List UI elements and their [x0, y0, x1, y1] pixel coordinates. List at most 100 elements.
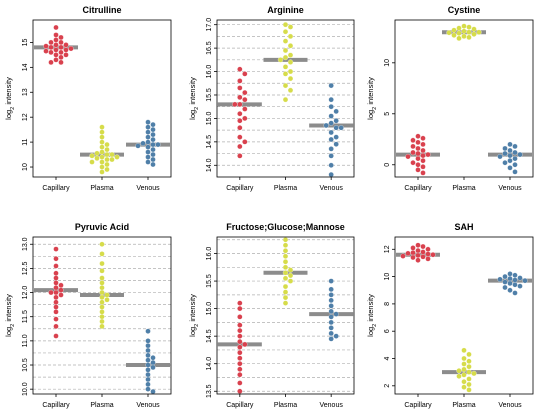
y-tick-label: 12 [384, 245, 391, 253]
data-point [237, 66, 243, 72]
panel-citrulline: Citrulline 10 11 12 13 14 15 Capillary Plasma Ven… [4, 5, 172, 192]
data-point [53, 57, 59, 63]
data-point [237, 111, 243, 117]
data-point [242, 106, 248, 112]
data-point [512, 169, 518, 175]
data-point [415, 145, 421, 152]
series-venous [488, 141, 532, 175]
data-point [145, 149, 151, 155]
data-point [328, 82, 334, 89]
data-point [63, 42, 69, 48]
data-point [237, 388, 243, 394]
data-point [282, 47, 289, 54]
data-point [282, 270, 289, 276]
data-point [282, 64, 289, 70]
y-tick-label: 5 [384, 112, 391, 116]
data-point [282, 275, 289, 281]
x-tick-label: Capillary [42, 402, 70, 409]
data-point [237, 322, 243, 328]
data-point [282, 300, 289, 306]
data-point [328, 292, 334, 298]
data-point [145, 381, 151, 387]
data-point [328, 325, 334, 331]
data-point [287, 87, 294, 93]
y-tick-label: 10 [384, 273, 391, 281]
data-point [99, 251, 105, 257]
data-point [456, 35, 462, 42]
data-point [333, 141, 339, 147]
data-point [99, 154, 105, 160]
data-point [53, 42, 59, 48]
data-point [145, 119, 151, 125]
data-point [99, 164, 105, 170]
data-point [328, 319, 334, 326]
data-point [145, 362, 151, 368]
data-point [104, 151, 110, 158]
data-point [287, 33, 294, 40]
y-tick-label: 14.5 [206, 329, 213, 343]
panel-fructose-glucose-mannose: Fructose;Glucose;Mannose 13.5 14.0 14.5 15.0… [188, 222, 355, 409]
x-tick-label: Plasma [452, 185, 475, 192]
data-point [466, 29, 472, 35]
data-point [466, 364, 472, 370]
data-point [237, 350, 243, 356]
data-point [63, 47, 69, 53]
data-point [512, 149, 518, 156]
y-axis-label: log2 intensity [4, 77, 16, 120]
data-point [63, 52, 69, 58]
data-point [461, 355, 467, 362]
data-point [104, 292, 110, 298]
data-point [237, 333, 243, 339]
data-point [471, 31, 477, 37]
data-point [497, 276, 503, 282]
data-point [237, 355, 243, 361]
data-point [466, 34, 472, 40]
data-point [48, 289, 54, 296]
data-point [471, 370, 477, 377]
x-tick-label: Venous [136, 402, 160, 409]
data-point [461, 384, 467, 390]
y-tick-label: 11.0 [22, 334, 29, 347]
data-point [237, 125, 243, 131]
data-point [333, 134, 339, 140]
y-tick-label: 4 [384, 356, 391, 360]
data-point [145, 367, 151, 373]
data-point [287, 272, 294, 279]
data-point [282, 264, 289, 270]
data-point [53, 294, 59, 301]
panel-sah: SAH 2 4 6 8 10 12 Capillary Plasma Venous log2 int… [366, 222, 534, 409]
data-point [328, 297, 334, 304]
data-point [150, 141, 156, 148]
data-point [104, 156, 110, 163]
data-point [237, 101, 243, 108]
data-point [405, 250, 411, 257]
data-point [461, 28, 467, 34]
data-point [53, 275, 59, 281]
x-tick-label: Venous [319, 185, 343, 192]
data-point [507, 287, 513, 293]
data-point [237, 327, 243, 334]
data-point [328, 153, 334, 159]
data-point [517, 275, 523, 281]
data-point [99, 285, 105, 291]
data-point [507, 152, 513, 159]
data-point [150, 131, 156, 138]
data-point [99, 149, 105, 155]
data-point [145, 386, 151, 392]
y-tick-label: 13 [22, 88, 29, 96]
series-venous [126, 328, 170, 395]
data-point [48, 59, 54, 66]
data-point [512, 282, 518, 288]
data-point [282, 38, 289, 44]
data-point [99, 323, 105, 330]
data-point [53, 32, 59, 38]
data-point [410, 254, 416, 261]
x-tick-label: Plasma [90, 185, 113, 192]
y-tick-label: 13.5 [206, 384, 213, 398]
data-point [420, 135, 426, 141]
data-point [145, 352, 151, 359]
data-point [430, 252, 436, 258]
data-point [415, 242, 421, 248]
data-point [420, 164, 426, 170]
